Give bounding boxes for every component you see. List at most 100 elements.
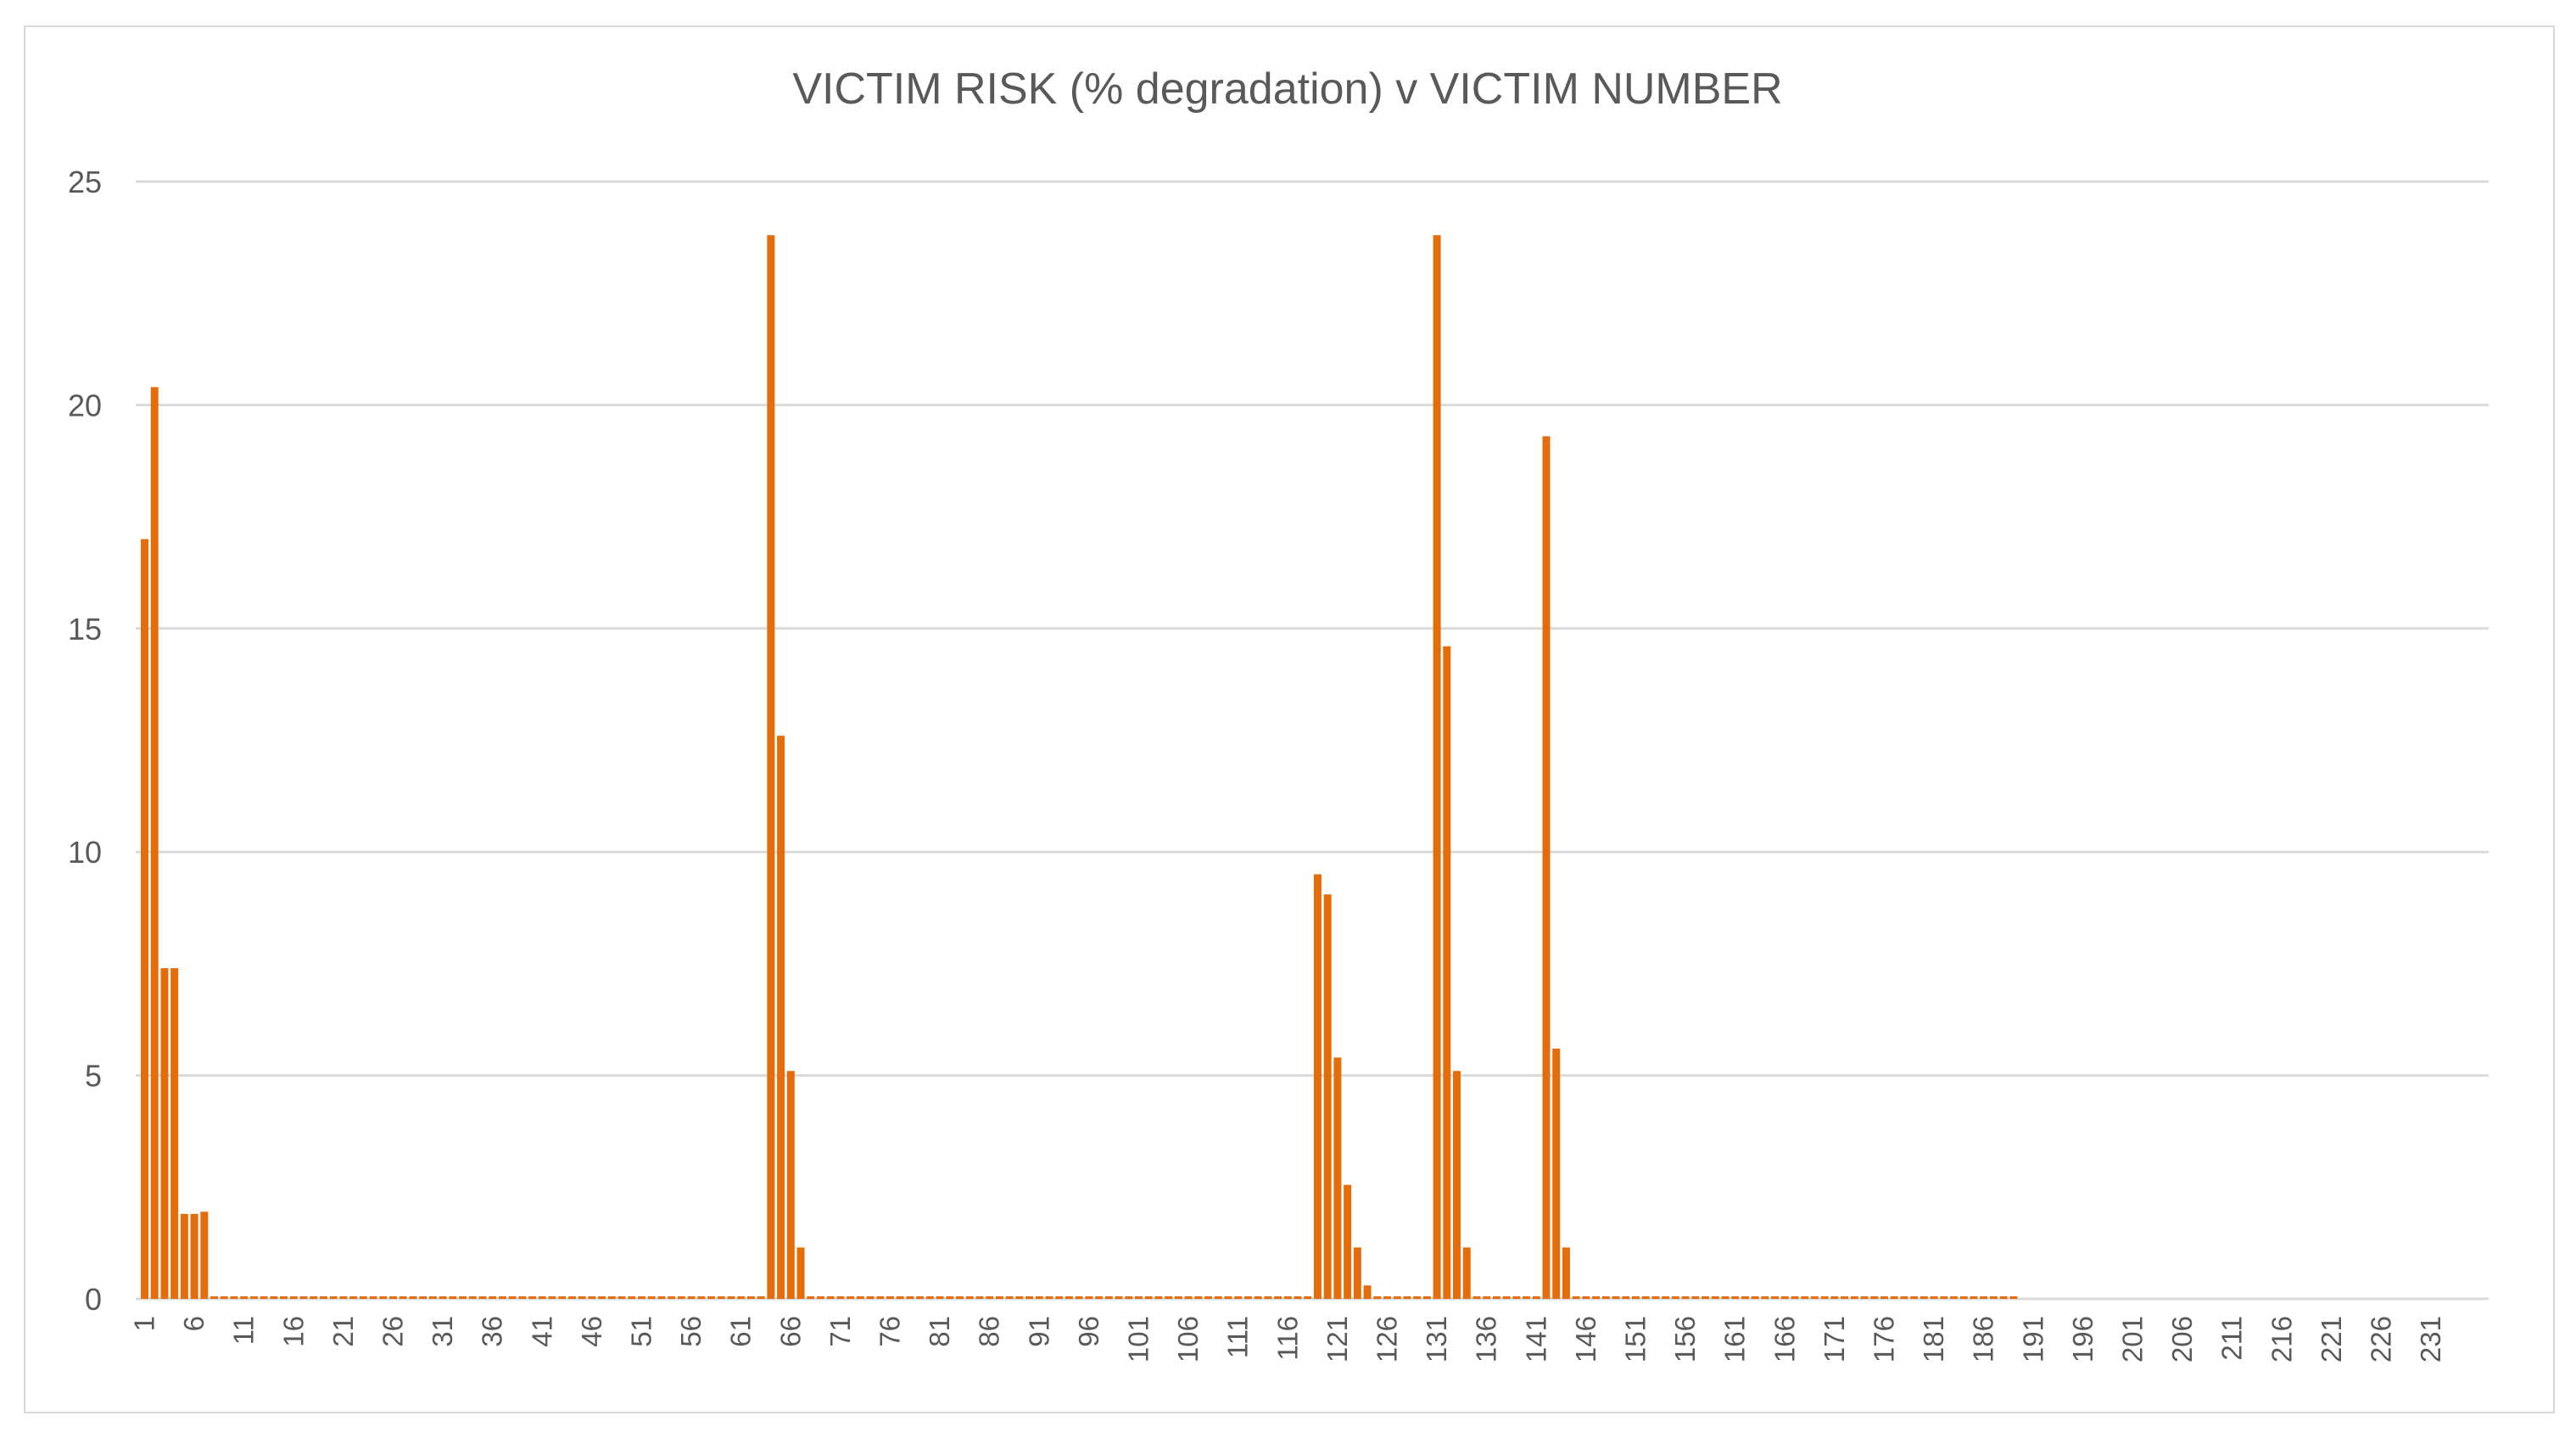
bar-victim-68 bbox=[807, 1296, 815, 1299]
bar-victim-99 bbox=[1115, 1296, 1123, 1299]
bar-victim-131 bbox=[1433, 235, 1441, 1300]
bar-victim-162 bbox=[1741, 1296, 1749, 1299]
bar-victim-181 bbox=[1930, 1296, 1938, 1299]
x-tick-label: 161 bbox=[1719, 1316, 1751, 1362]
bar-victim-116 bbox=[1283, 1296, 1292, 1299]
bar-victim-123 bbox=[1353, 1247, 1361, 1299]
bar-victim-20 bbox=[329, 1296, 338, 1299]
bar-victim-174 bbox=[1860, 1296, 1869, 1299]
x-tick-label: 1 bbox=[129, 1316, 160, 1331]
x-tick-label: 216 bbox=[2266, 1316, 2297, 1362]
bar-victim-88 bbox=[1005, 1296, 1014, 1299]
bar-victim-188 bbox=[1999, 1296, 2008, 1299]
bar-victim-167 bbox=[1791, 1296, 1799, 1299]
bar-victim-46 bbox=[588, 1296, 596, 1299]
bar-victim-161 bbox=[1731, 1296, 1740, 1299]
bar-victim-36 bbox=[489, 1296, 497, 1299]
x-tick-label: 86 bbox=[974, 1316, 1005, 1347]
bar-victim-154 bbox=[1662, 1296, 1670, 1299]
bar-victim-159 bbox=[1711, 1296, 1719, 1299]
bar-victim-171 bbox=[1830, 1296, 1839, 1299]
bar-victim-141 bbox=[1532, 1296, 1540, 1299]
bar-victim-138 bbox=[1502, 1296, 1511, 1299]
bar-victim-83 bbox=[956, 1296, 964, 1299]
y-tick-label: 0 bbox=[85, 1282, 102, 1317]
x-tick-label: 6 bbox=[178, 1316, 210, 1331]
bar-victim-61 bbox=[737, 1296, 746, 1299]
bar-victim-126 bbox=[1383, 1296, 1391, 1299]
bar-victim-158 bbox=[1702, 1296, 1710, 1299]
bar-victim-115 bbox=[1274, 1296, 1282, 1299]
bar-victim-132 bbox=[1443, 646, 1451, 1299]
bar-victim-21 bbox=[339, 1296, 348, 1299]
x-tick-label: 181 bbox=[1918, 1316, 1949, 1362]
bar-victim-137 bbox=[1492, 1296, 1500, 1299]
bar-victim-81 bbox=[936, 1296, 944, 1299]
bar-victim-16 bbox=[289, 1296, 298, 1299]
gridlines bbox=[136, 180, 2489, 1301]
bar-victim-65 bbox=[777, 736, 785, 1299]
x-tick-label: 126 bbox=[1372, 1316, 1403, 1362]
bar-victim-130 bbox=[1422, 1296, 1431, 1299]
x-tick-label: 186 bbox=[1968, 1316, 1999, 1362]
x-tick-label: 116 bbox=[1271, 1316, 1303, 1361]
bar-victim-40 bbox=[528, 1296, 537, 1299]
bar-victim-148 bbox=[1601, 1296, 1610, 1299]
x-tick-label: 176 bbox=[1869, 1316, 1900, 1362]
bar-victim-179 bbox=[1910, 1296, 1919, 1299]
y-axis-ticks: 0 5 10 15 20 25 bbox=[68, 165, 102, 1317]
bar-victim-22 bbox=[349, 1296, 358, 1299]
bar-victim-119 bbox=[1313, 874, 1322, 1299]
bar-victim-187 bbox=[1989, 1296, 1998, 1299]
bar-victim-67 bbox=[796, 1247, 805, 1299]
bar-victim-31 bbox=[439, 1296, 447, 1299]
x-tick-label: 51 bbox=[626, 1316, 657, 1347]
x-tick-label: 21 bbox=[327, 1316, 359, 1347]
x-tick-label: 221 bbox=[2316, 1316, 2347, 1362]
bars bbox=[141, 235, 2018, 1300]
x-tick-label: 191 bbox=[2017, 1316, 2048, 1362]
bar-victim-147 bbox=[1592, 1296, 1601, 1299]
bar-victim-127 bbox=[1393, 1296, 1401, 1299]
bar-victim-76 bbox=[886, 1296, 894, 1299]
bar-victim-35 bbox=[478, 1296, 487, 1299]
bar-victim-8 bbox=[210, 1296, 219, 1299]
chart-title: VICTIM RISK (% degradation) v VICTIM NUM… bbox=[792, 64, 1782, 114]
bar-victim-180 bbox=[1919, 1296, 1928, 1299]
x-tick-label: 211 bbox=[2216, 1316, 2248, 1361]
x-tick-label: 121 bbox=[1322, 1316, 1353, 1362]
bar-victim-74 bbox=[866, 1296, 874, 1299]
x-tick-label: 136 bbox=[1471, 1316, 1502, 1362]
bar-victim-32 bbox=[449, 1296, 457, 1299]
x-tick-label: 206 bbox=[2166, 1316, 2198, 1362]
x-tick-label: 156 bbox=[1669, 1316, 1701, 1362]
chart-frame bbox=[24, 25, 2555, 1413]
y-tick-label: 5 bbox=[85, 1059, 102, 1094]
bar-victim-152 bbox=[1641, 1296, 1650, 1299]
bar-victim-39 bbox=[518, 1296, 527, 1299]
bar-victim-63 bbox=[757, 1296, 765, 1299]
bar-victim-114 bbox=[1264, 1296, 1272, 1299]
bar-victim-124 bbox=[1363, 1285, 1372, 1299]
bar-victim-12 bbox=[249, 1296, 258, 1299]
bar-victim-111 bbox=[1234, 1296, 1243, 1299]
bar-victim-86 bbox=[986, 1296, 994, 1299]
bar-victim-26 bbox=[389, 1296, 397, 1299]
bar-victim-45 bbox=[578, 1296, 586, 1299]
y-tick-label: 15 bbox=[68, 612, 102, 646]
bar-victim-183 bbox=[1950, 1296, 1959, 1299]
x-tick-label: 31 bbox=[427, 1316, 458, 1347]
bar-victim-185 bbox=[1970, 1296, 1978, 1299]
bar-victim-101 bbox=[1135, 1296, 1143, 1299]
bar-victim-2 bbox=[150, 387, 159, 1300]
bar-victim-23 bbox=[359, 1296, 367, 1299]
y-tick-label: 10 bbox=[68, 835, 102, 870]
bar-victim-172 bbox=[1841, 1296, 1849, 1299]
bar-victim-184 bbox=[1959, 1296, 1968, 1299]
bar-victim-29 bbox=[419, 1296, 427, 1299]
bar-victim-153 bbox=[1651, 1296, 1660, 1299]
bar-victim-93 bbox=[1055, 1296, 1064, 1299]
bar-victim-89 bbox=[1015, 1296, 1024, 1299]
x-tick-label: 36 bbox=[477, 1316, 508, 1347]
bar-victim-54 bbox=[668, 1296, 676, 1299]
